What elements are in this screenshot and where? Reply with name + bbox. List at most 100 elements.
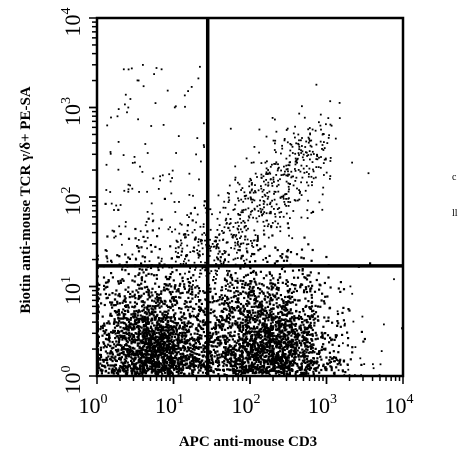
event-dot <box>125 340 128 343</box>
event-dot <box>172 333 175 336</box>
event-dot <box>192 351 195 354</box>
event-dot <box>155 352 158 355</box>
event-dot <box>197 292 200 295</box>
event-dot <box>241 321 244 324</box>
event-dot <box>146 353 150 356</box>
event-dot <box>265 171 268 174</box>
event-dot <box>147 349 150 352</box>
event-dot <box>291 340 294 343</box>
event-dot <box>230 247 232 249</box>
event-dot <box>287 190 290 193</box>
event-dot <box>264 327 267 331</box>
event-dot <box>133 347 136 350</box>
event-dot <box>287 170 289 173</box>
event-dot <box>242 276 246 279</box>
event-dot <box>137 355 140 358</box>
event-dot <box>223 226 226 229</box>
event-dot <box>229 222 232 225</box>
event-dot <box>248 331 251 334</box>
event-dot <box>134 275 137 278</box>
event-dot <box>288 188 290 191</box>
event-dot <box>339 358 342 361</box>
event-dot <box>133 363 136 367</box>
event-dot <box>309 366 312 369</box>
event-dot <box>225 222 228 225</box>
event-dot <box>135 371 138 374</box>
event-dot <box>315 143 318 146</box>
event-dot <box>253 330 256 333</box>
event-dot <box>240 330 243 333</box>
event-dot <box>251 317 254 320</box>
event-dot <box>118 339 121 342</box>
event-dot <box>141 309 144 313</box>
event-dot <box>316 305 320 308</box>
event-dot <box>219 339 222 342</box>
event-dot <box>318 156 320 159</box>
event-dot <box>165 357 168 360</box>
event-dot <box>197 359 200 363</box>
event-dot <box>246 299 249 302</box>
event-dot <box>246 316 249 319</box>
event-dot <box>146 320 149 323</box>
event-dot <box>163 302 166 306</box>
event-dot <box>286 127 289 130</box>
event-dot <box>248 180 251 183</box>
event-dot <box>294 180 297 182</box>
event-dot <box>246 321 249 325</box>
event-dot <box>284 325 287 328</box>
event-dot <box>151 356 154 359</box>
event-dot <box>144 349 148 352</box>
event-dot <box>268 343 272 346</box>
event-dot <box>110 303 113 306</box>
event-dot <box>298 299 301 302</box>
event-dot <box>126 304 130 307</box>
event-dot <box>136 326 139 329</box>
event-dot <box>301 372 304 375</box>
event-dot <box>108 352 112 355</box>
event-dot <box>297 299 300 302</box>
event-dot <box>172 279 175 282</box>
event-dot <box>153 311 156 314</box>
event-dot <box>263 319 267 322</box>
event-dot <box>279 225 282 228</box>
event-dot <box>349 358 352 361</box>
event-dot <box>277 351 280 354</box>
event-dot <box>240 198 243 201</box>
event-dot <box>262 328 265 331</box>
event-dot <box>305 140 308 143</box>
event-dot <box>173 335 177 338</box>
event-dot <box>139 349 142 352</box>
event-dot <box>322 325 325 328</box>
event-dot <box>271 369 274 372</box>
event-dot <box>180 319 183 322</box>
event-dot <box>128 296 131 299</box>
event-dot <box>329 175 332 177</box>
event-dot <box>262 189 265 191</box>
event-dot <box>268 300 271 303</box>
event-dot <box>289 345 292 348</box>
event-dot <box>140 282 143 285</box>
event-dot <box>197 364 200 367</box>
event-dot <box>174 228 177 231</box>
event-dot <box>119 317 122 320</box>
event-dot <box>269 335 272 338</box>
event-dot <box>254 190 256 192</box>
event-dot <box>139 296 142 299</box>
event-dot <box>261 358 264 361</box>
event-dot <box>213 259 216 262</box>
event-dot <box>201 371 205 374</box>
event-dot <box>224 347 227 350</box>
event-dot <box>322 186 325 189</box>
event-dot <box>156 300 159 303</box>
event-dot <box>239 328 242 331</box>
event-dot <box>301 137 303 139</box>
event-dot <box>179 348 182 351</box>
event-dot <box>252 325 256 328</box>
event-dot <box>266 360 269 363</box>
event-dot <box>265 311 268 315</box>
event-dot <box>325 171 328 174</box>
event-dot <box>249 331 252 334</box>
event-dot <box>301 269 304 272</box>
event-dot <box>193 359 196 362</box>
event-dot <box>168 276 171 279</box>
